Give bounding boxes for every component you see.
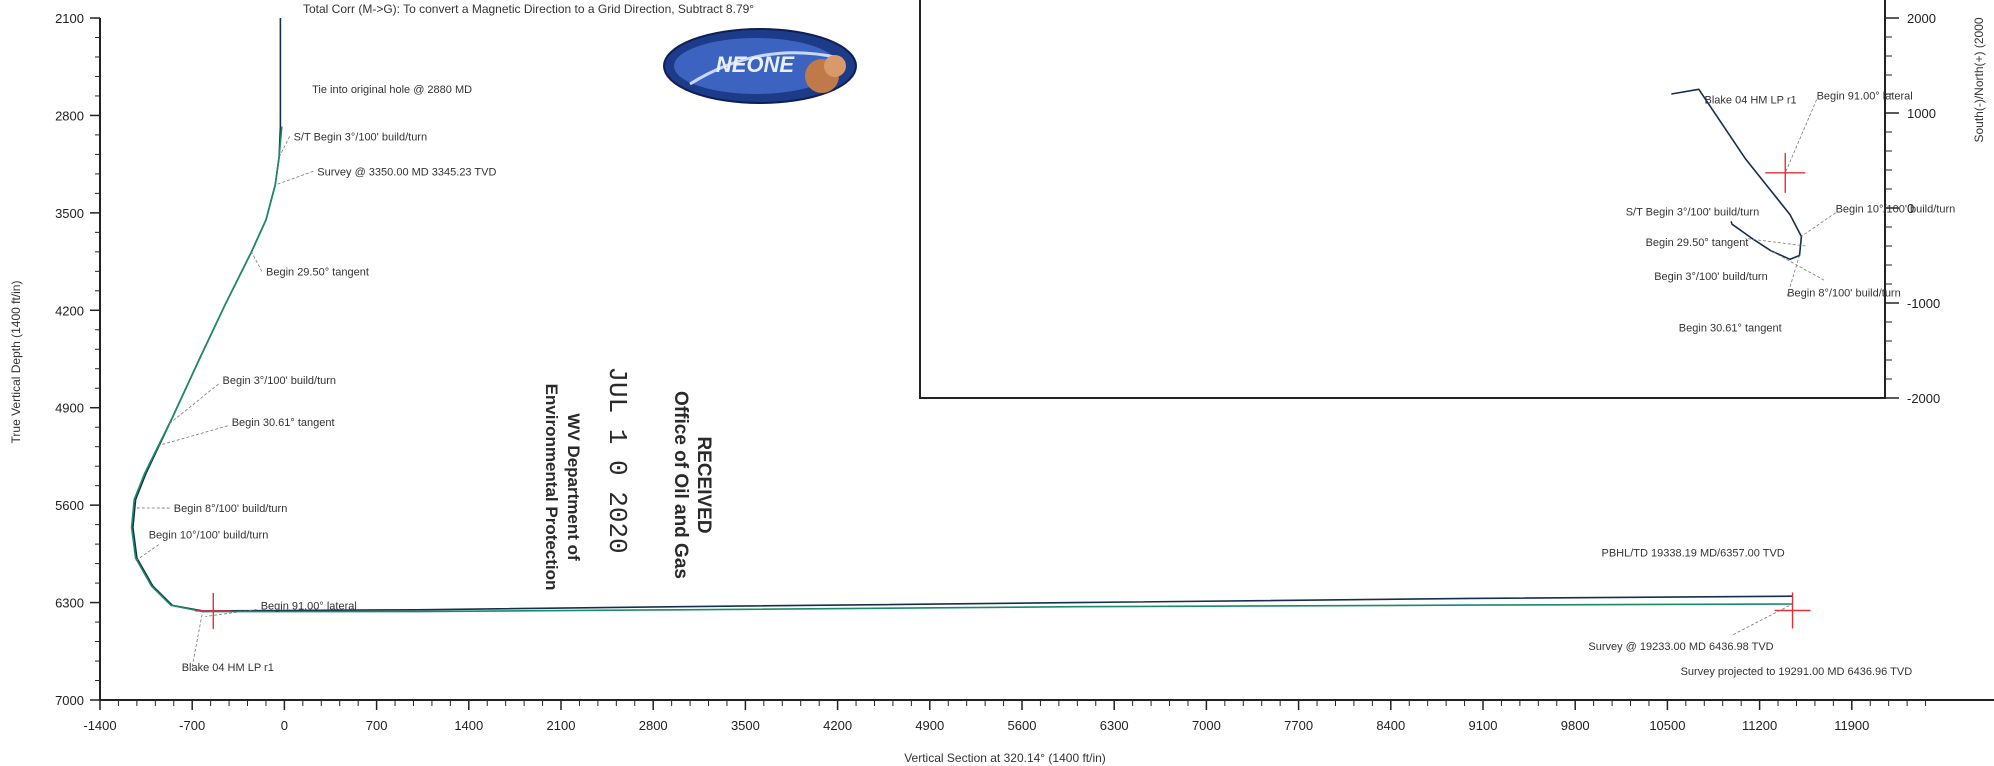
section-annotation: Survey @ 19233.00 MD 6436.98 TVD [1588,641,1773,653]
y-tick-label: 4900 [55,401,84,416]
inset-annotation: Begin 30.61° tangent [1679,323,1782,335]
leader-line [1733,603,1793,635]
x-tick-label: 11900 [1834,718,1869,733]
y-tick-label: 6300 [55,596,84,611]
inset-y-axis-ticks: 2000 1000 0 -1000 -2000 [1885,11,1940,406]
y-tick-label: 2100 [55,11,84,26]
received-stamp: RECEIVED Office of Oil and Gas JUL 1 0 2… [542,366,714,590]
annotations: Tie into original hole @ 2880 MD S/T Begi… [135,84,1956,678]
x-tick-label: 4200 [823,718,852,733]
section-annotation: Begin 3°/100' build/turn [223,375,337,387]
inset-annotation: Begin 29.50° tangent [1646,237,1749,249]
leader-line [205,609,257,617]
inset-frame [919,0,1886,399]
y-axis-ticks: 2100 2800 3500 4200 4900 5600 6300 7000 [55,11,100,708]
stamp-line-date: JUL 1 0 2020 [602,366,632,553]
landing-point-marker [195,592,232,629]
x-axis-title: Vertical Section at 320.14° (1400 ft/in) [904,751,1106,765]
x-tick-label: -1400 [83,718,116,733]
section-annotation: Blake 04 HM LP r1 [182,662,274,674]
inset-annotation: S/T Begin 3°/100' build/turn [1626,207,1760,219]
section-annotation: Begin 91.00° lateral [261,601,357,613]
y-tick-label: 4200 [55,303,84,318]
x-tick-label: 0 [281,718,288,733]
x-tick-label: 8400 [1376,718,1405,733]
total-corr-text: Total Corr (M->G): To convert a Magnetic… [303,2,754,16]
section-annotation: PBHL/TD 19338.19 MD/6357.00 TVD [1602,548,1785,560]
x-tick-label: 700 [366,718,388,733]
section-annotation: Begin 30.61° tangent [232,417,335,429]
y-axis-title: True Vertical Depth (1400 ft/in) [9,281,23,444]
y-tick-label: 5600 [55,498,84,513]
x-axis-ticks: -1400 -700 0 700 1400 2100 2800 3500 4200 4900 560… [83,700,1927,733]
x-tick-label: 10500 [1649,718,1685,733]
leader-line [191,610,204,667]
x-tick-label: 3500 [731,718,760,733]
leader-line [1784,99,1817,174]
inset-y-tick-label: -2000 [1907,391,1940,406]
x-tick-label: 9100 [1469,718,1498,733]
stamp-line-office: Office of Oil and Gas [670,391,691,579]
inset-annotation: Begin 91.00° lateral [1817,91,1913,103]
well-paths [130,18,1803,613]
inset-y-tick-label: -1000 [1907,296,1940,311]
leader-line [251,251,263,272]
stamp-line-department: WV Department of [564,413,583,561]
x-tick-label: 5600 [1008,718,1037,733]
inset-y-tick-label: 0 [1907,201,1914,216]
x-tick-label: 4900 [915,718,944,733]
section-annotation: S/T Begin 3°/100' build/turn [294,132,428,144]
leader-line [275,170,314,186]
inset-annotation: Blake 04 HM LP r1 [1705,95,1797,107]
section-annotation: Begin 8°/100' build/turn [174,503,288,515]
inset-y-tick-label: 2000 [1907,11,1936,26]
x-tick-label: 9800 [1561,718,1590,733]
inset-y-tick-label: 1000 [1907,106,1936,121]
x-tick-label: 1400 [454,718,483,733]
section-annotation: Tie into original hole @ 2880 MD [312,84,472,96]
leader-line [135,544,159,562]
x-tick-label: -700 [179,718,205,733]
leader-line [278,136,290,158]
company-logo: NEONE [663,28,857,104]
svg-text:NEONE: NEONE [716,52,796,77]
section-annotation: Survey projected to 19291.00 MD 6436.96 … [1681,666,1913,678]
inset-annotation: Begin 10°/100' build/turn [1836,204,1956,216]
planned-well-path [132,18,1793,612]
stamp-line-received: RECEIVED [693,436,714,533]
inset-annotation: Begin 8°/100' build/turn [1787,287,1901,299]
stamp-line-protection: Environmental Protection [542,384,561,591]
x-tick-label: 2800 [639,718,668,733]
section-annotation: Survey @ 3350.00 MD 3345.23 TVD [317,166,496,178]
x-tick-label: 11200 [1742,718,1777,733]
leader-line [159,425,228,446]
y-tick-label: 2800 [55,108,84,123]
leader-line [168,383,219,425]
x-tick-label: 6300 [1100,718,1129,733]
leader-line [1745,238,1806,247]
x-tick-label: 2100 [547,718,576,733]
target-markers [195,152,1811,629]
y-tick-label: 7000 [55,693,84,708]
leader-line [1770,250,1825,281]
section-annotation: Begin 29.50° tangent [266,267,369,279]
inset-landing-point-marker [1765,152,1806,193]
x-tick-label: 7000 [1192,718,1221,733]
x-tick-label: 7700 [1284,718,1313,733]
inset-plan-view-path [1671,88,1803,261]
inset-annotation: Begin 3°/100' build/turn [1654,271,1768,283]
survey-well-path [130,126,1793,613]
pbhl-marker [1774,592,1811,629]
leader-line [1801,212,1836,237]
section-annotation: Begin 10°/100' build/turn [149,530,269,542]
leader-line [1786,255,1800,297]
y-tick-label: 3500 [55,206,84,221]
inset-y-axis-title: South(-)/North(+) (2000 [1972,17,1986,142]
